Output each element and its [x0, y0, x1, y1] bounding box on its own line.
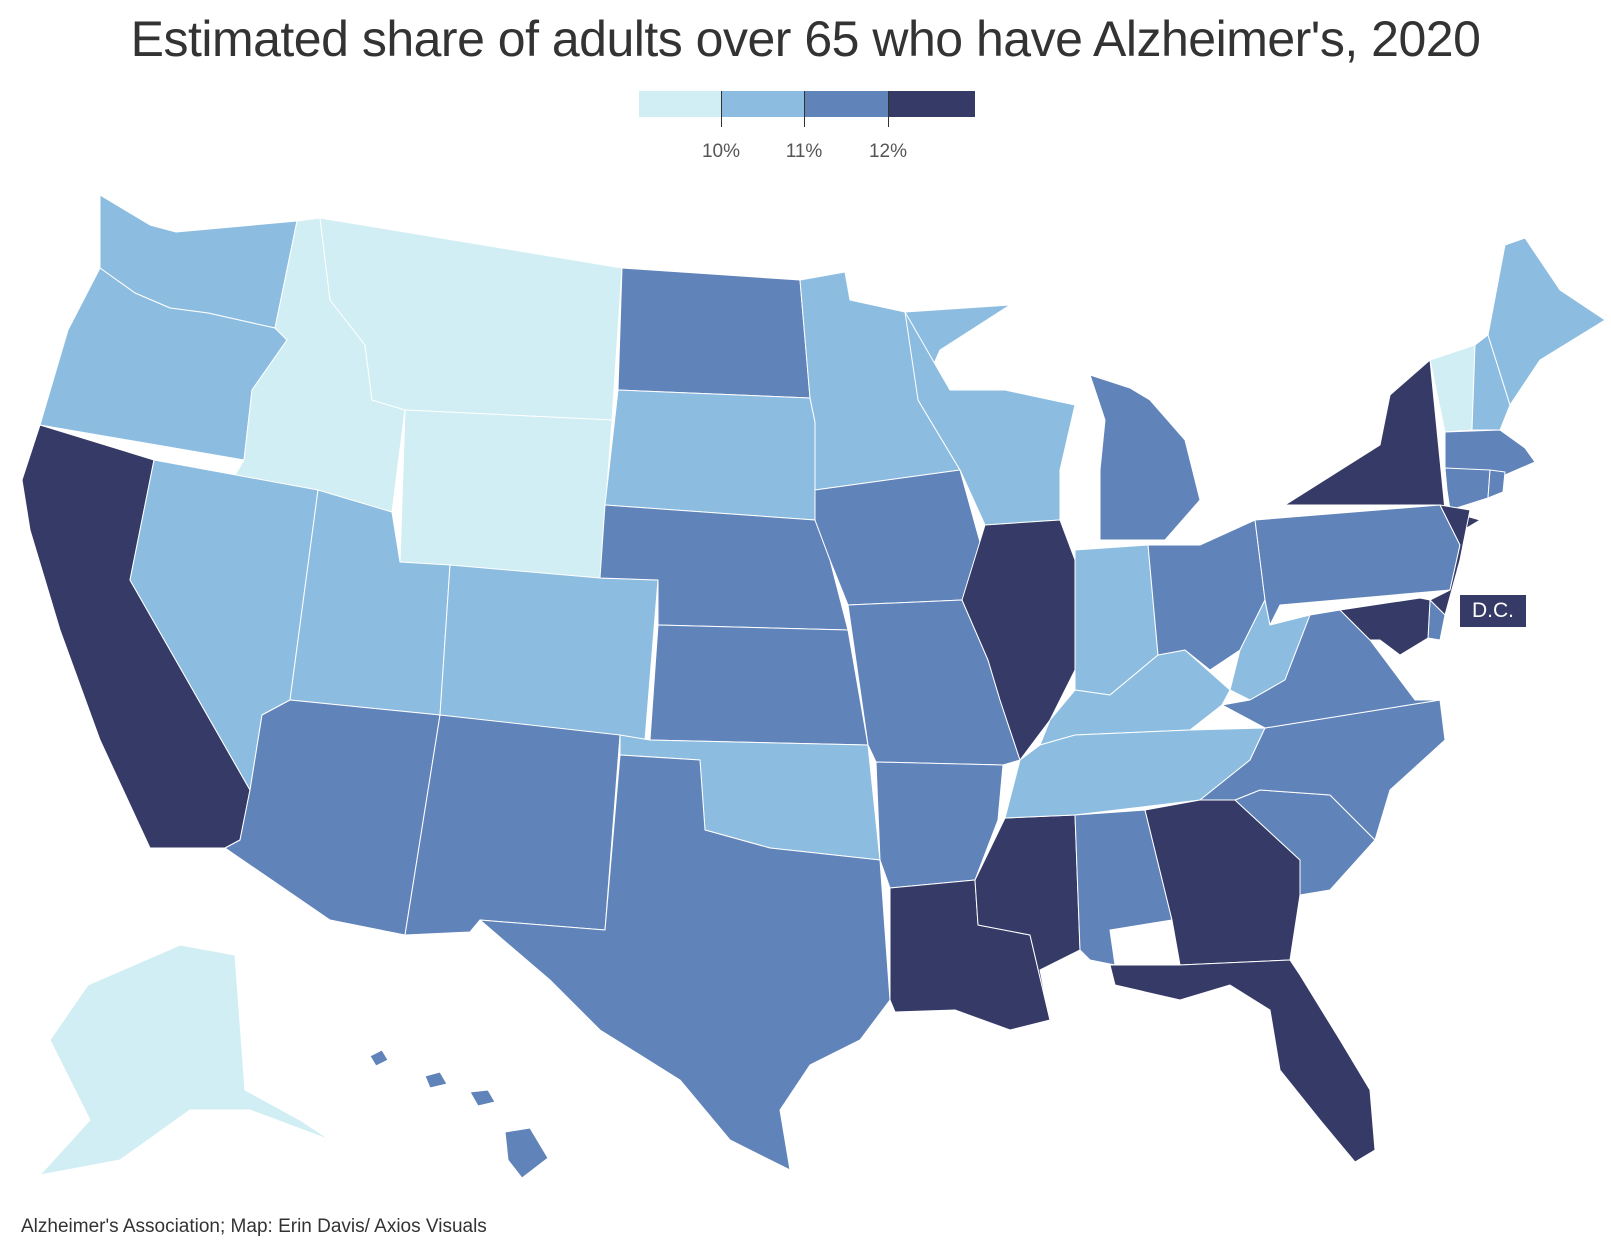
state-sd — [604, 389, 816, 521]
state-hi — [504, 1127, 549, 1179]
state-md — [1339, 597, 1431, 656]
dc-label: D.C. — [1460, 595, 1526, 627]
legend-swatch-3 — [888, 91, 975, 117]
state-hi — [469, 1089, 496, 1107]
state-ks — [649, 624, 869, 746]
state-hi — [424, 1071, 448, 1089]
state-ia — [814, 469, 986, 606]
state-ct — [1444, 467, 1491, 511]
legend-swatch-2 — [804, 91, 888, 117]
legend-swatch-1 — [721, 91, 804, 117]
legend-tick-11 — [804, 91, 805, 127]
legend-label-10: 10% — [701, 141, 741, 162]
state-hi — [369, 1049, 389, 1067]
state-il — [961, 519, 1076, 761]
source-note: Alzheimer's Association; Map: Erin Davis… — [21, 1216, 487, 1237]
legend-swatch-0 — [639, 91, 721, 117]
color-legend: 10% 11% 12% — [639, 91, 975, 171]
state-fl — [1109, 959, 1376, 1163]
state-me — [1487, 237, 1606, 406]
state-nh — [1471, 334, 1511, 431]
legend-tick-12 — [888, 91, 889, 127]
state-mi — [1089, 374, 1201, 541]
legend-tick-10 — [721, 91, 722, 127]
state-nd — [617, 267, 811, 399]
state-wi — [904, 311, 1076, 526]
legend-label-12: 12% — [868, 141, 908, 162]
chart-title: Estimated share of adults over 65 who ha… — [130, 11, 1481, 67]
state-nm — [404, 714, 621, 936]
state-ak — [39, 944, 331, 1176]
state-nc — [1199, 699, 1446, 841]
legend-label-11: 11% — [785, 141, 823, 162]
state-vt — [1429, 344, 1476, 433]
state-tx — [479, 754, 891, 1171]
state-co — [439, 564, 659, 741]
state-ri — [1487, 469, 1506, 499]
state-wy — [399, 409, 613, 579]
state-mt — [319, 217, 623, 421]
